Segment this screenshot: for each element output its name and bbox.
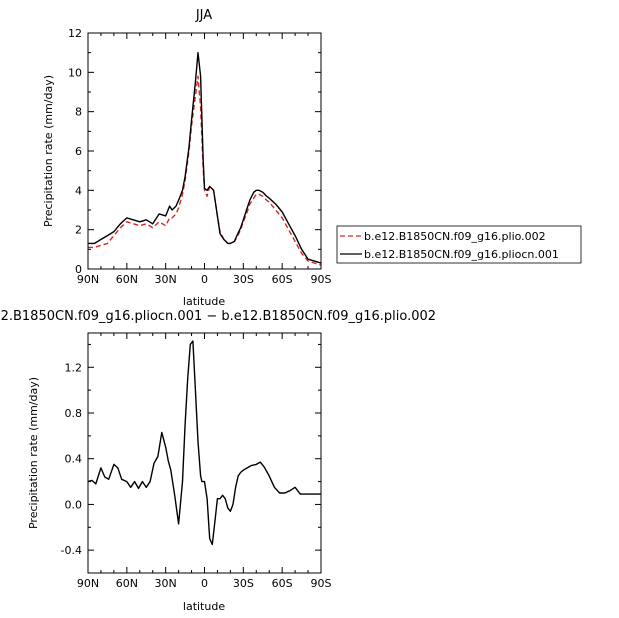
- top-xtick-label: 30N: [155, 273, 177, 286]
- bottom-panel: b.e12.B1850CN.f09_g16.pliocn.001 − b.e12…: [0, 309, 436, 613]
- bottom-ytick-label: -0.4: [61, 544, 82, 557]
- top-series-line-0: [88, 75, 322, 266]
- top-ytick-label: 4: [75, 184, 82, 197]
- bottom-ytick-label: 0.0: [65, 498, 83, 511]
- top-xtick-label: 60N: [116, 273, 138, 286]
- top-ytick-label: 12: [68, 27, 82, 40]
- bottom-xtick-label: 30N: [155, 577, 177, 590]
- top-ytick-label: 6: [75, 145, 82, 158]
- top-xtick-label: 30S: [233, 273, 254, 286]
- top-xlabel: latitude: [183, 295, 225, 308]
- top-xtick-label: 0: [201, 273, 208, 286]
- bottom-xtick-label: 90S: [311, 577, 332, 590]
- bottom-ytick-label: 1.2: [65, 361, 83, 374]
- bottom-series-lines: [87, 340, 321, 546]
- legend-label-plio: b.e12.B1850CN.f09_g16.plio.002: [364, 230, 546, 243]
- top-ytick-label: 0: [75, 263, 82, 276]
- top-series-line-1: [88, 52, 322, 264]
- bottom-xtick-label: 0: [201, 577, 208, 590]
- top-xtick-label: 60S: [272, 273, 293, 286]
- bottom-ytick-label: 0.8: [65, 407, 83, 420]
- legend-label-pliocn: b.e12.B1850CN.f09_g16.pliocn.001: [364, 248, 559, 261]
- top-xtick-label: 90S: [311, 273, 332, 286]
- legend: b.e12.B1850CN.f09_g16.plio.002 b.e12.B18…: [336, 225, 582, 264]
- bottom-xtick-label: 60S: [272, 577, 293, 590]
- top-plot-frame: [87, 32, 322, 270]
- bottom-title: b.e12.B1850CN.f09_g16.pliocn.001 − b.e12…: [0, 309, 436, 324]
- bottom-ytick-label: 0.4: [65, 453, 83, 466]
- top-axis-ticks: 90N 60N 30N 0 30S 60S 90S 0 2 4 6 8 10 12: [68, 27, 332, 286]
- bottom-axis-ticks: 90N 60N 30N 0 30S 60S 90S -0.4 0.0 0.4 0.8 1.2: [61, 333, 332, 590]
- bottom-xtick-label: 30S: [233, 577, 254, 590]
- bottom-ylabel: Precipitation rate (mm/day): [27, 377, 40, 529]
- bottom-xtick-label: 60N: [116, 577, 138, 590]
- top-panel: JJA Precipitation rate (mm/day) latitude…: [42, 8, 332, 308]
- bottom-plot-frame: [87, 332, 322, 574]
- top-series-lines: [88, 52, 322, 266]
- top-ytick-label: 2: [75, 224, 82, 237]
- bottom-series-line-0: [87, 340, 321, 546]
- top-title: JJA: [195, 8, 212, 23]
- legend-box: [336, 225, 582, 264]
- top-xtick-label: 90N: [77, 273, 99, 286]
- top-ylabel: Precipitation rate (mm/day): [42, 75, 55, 227]
- top-ytick-label: 8: [75, 106, 82, 119]
- top-ytick-label: 10: [68, 66, 82, 79]
- bottom-xlabel: latitude: [183, 600, 225, 613]
- bottom-xtick-label: 90N: [77, 577, 99, 590]
